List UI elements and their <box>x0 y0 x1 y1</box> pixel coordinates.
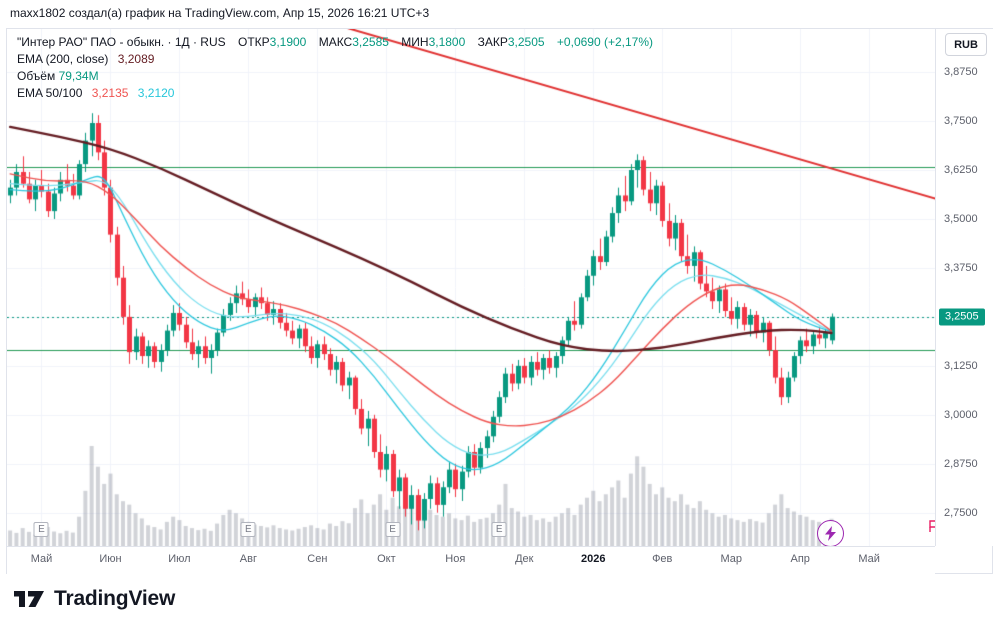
brand-name: TradingView <box>54 586 176 610</box>
earnings-event-badge[interactable]: E <box>240 522 256 537</box>
month-tick-label: Июл <box>168 553 191 565</box>
low-label: МИН <box>401 35 429 49</box>
month-tick-label: 2026 <box>581 553 606 565</box>
ema200-value: 3,2089 <box>117 52 155 66</box>
currency-toggle-button[interactable]: RUB <box>945 33 987 56</box>
legend-volume-row: Объём 79,34М <box>17 68 653 85</box>
price-tick-label: 3,0000 <box>944 408 978 421</box>
chart-surface[interactable] <box>7 29 935 546</box>
time-axis[interactable]: Май Июн Июл Авг Сен Окт Ноя Дек 2026 Фев Мар Апр Май <box>7 546 935 574</box>
ema-band-label: EMA 50/100 <box>17 86 83 100</box>
earnings-event-badge[interactable]: E <box>491 522 507 537</box>
legend-ema200-row: EMA (200, close) 3,2089 <box>17 51 653 68</box>
last-price-badge: 3,2505 <box>939 308 985 326</box>
month-tick-label: Дек <box>515 553 534 565</box>
tradingview-logo-mark <box>14 591 44 607</box>
price-tick-label: 3,6250 <box>944 164 978 176</box>
month-tick-label: Окт <box>377 553 396 565</box>
month-tick-label: Мар <box>720 553 742 565</box>
price-axis[interactable]: 3,2505 3,8750 3,7500 3,6250 3,5000 3,3750 3,1… <box>935 29 993 546</box>
ema100-value: 3,2120 <box>137 86 175 100</box>
chart-legend: "Интер РАО" ПАО - обыкн. · 1Д · RUS ОТКР… <box>17 34 653 102</box>
month-tick-label: Авг <box>239 553 257 565</box>
lightning-bolt-icon <box>825 526 836 541</box>
open-label: ОТКР <box>237 35 270 49</box>
legend-ema-band-row: EMA 50/100 3,2135 3,2120 <box>17 85 653 102</box>
month-tick-label: Май <box>858 553 880 565</box>
price-tick-label: 3,7500 <box>944 115 978 128</box>
month-tick-label: Сен <box>307 553 328 565</box>
price-tick-label: 3,3750 <box>944 261 978 274</box>
high-label: МАКС <box>318 35 353 49</box>
price-tick-label: 2,8750 <box>944 457 978 470</box>
attribution-text: maxx1802 создал(а) график на TradingView… <box>10 6 430 20</box>
volume-label: Объём <box>17 69 56 83</box>
ema50-value: 3,2135 <box>91 86 129 100</box>
month-tick-label: Ноя <box>445 553 466 565</box>
tradingview-logo[interactable]: TradingView <box>14 586 175 611</box>
chart-mode-button[interactable] <box>817 520 844 547</box>
chart-widget: E E E E 3,2505 3,8750 3,7500 3,6250 3,5000 3,37… <box>6 28 993 574</box>
price-tick-label: 3,8750 <box>944 66 978 79</box>
month-tick-label: Фев <box>652 553 673 565</box>
high-value: 3,2585 <box>352 35 389 49</box>
legend-symbol-row: "Интер РАО" ПАО - обыкн. · 1Д · RUS ОТКР… <box>17 34 653 51</box>
earnings-event-badge[interactable]: E <box>33 522 49 537</box>
price-tick-label: 2,7500 <box>944 506 978 519</box>
close-value: 3,2505 <box>507 35 545 49</box>
close-label: ЗАКР <box>477 35 508 49</box>
earnings-event-badge[interactable]: E <box>385 522 401 537</box>
price-tick-label: 3,1250 <box>944 359 978 372</box>
month-tick-label: Май <box>30 553 53 565</box>
volume-value: 79,34М <box>58 69 99 83</box>
month-tick-label: Июн <box>99 553 122 565</box>
change-value: +0,0690 (+2,17%) <box>556 35 653 49</box>
month-tick-label: Апр <box>790 553 810 565</box>
open-value: 3,1900 <box>269 35 307 49</box>
symbol-title[interactable]: "Интер РАО" ПАО - обыкн. · 1Д · RUS <box>17 35 226 49</box>
low-value: 3,1800 <box>428 35 466 49</box>
price-tick-label: 3,5000 <box>944 212 978 225</box>
ema200-label: EMA (200, close) <box>17 52 109 66</box>
